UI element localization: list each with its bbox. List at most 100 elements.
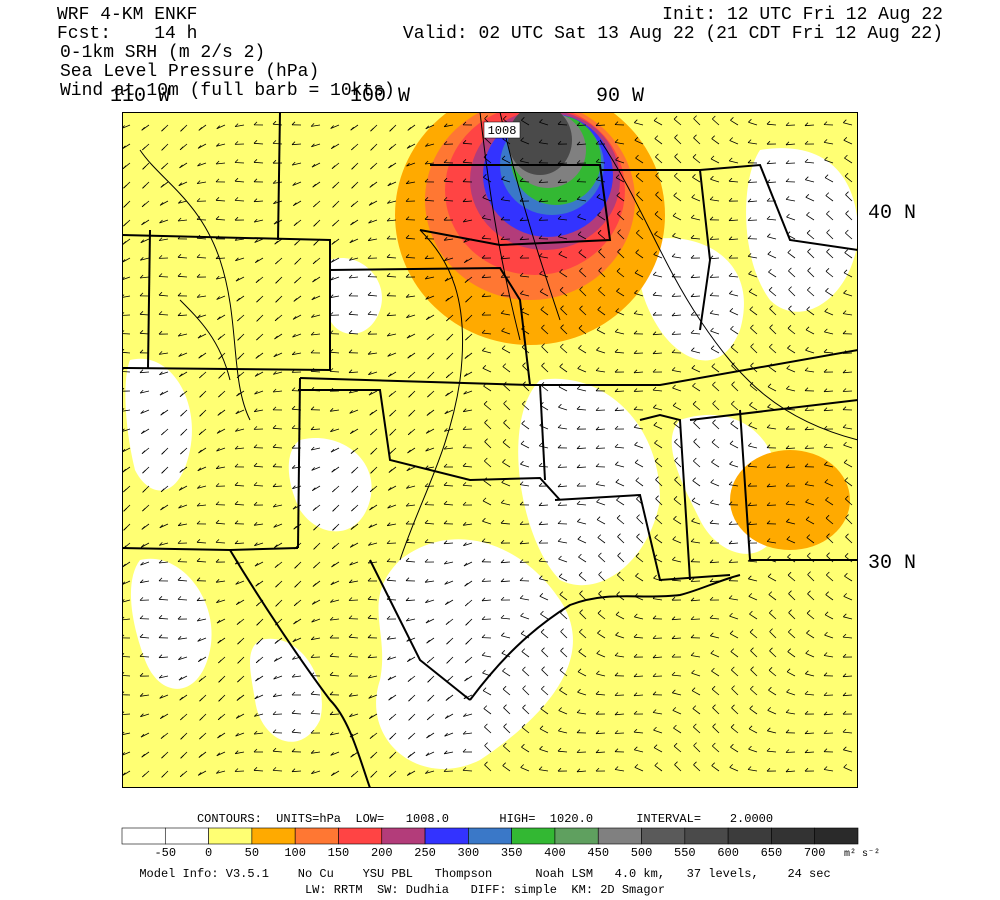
wind-barb: [653, 422, 658, 426]
wind-barb: [711, 461, 720, 468]
wind-barb: [348, 615, 353, 619]
wind-barb: [235, 751, 245, 755]
wind-barb: [350, 126, 354, 131]
wind-barb: [388, 485, 397, 491]
wind-barb: [806, 211, 810, 216]
wind-barb: [405, 234, 410, 239]
wind-barb: [464, 582, 468, 587]
wind-barb: [256, 318, 260, 322]
wind-barb: [712, 400, 716, 404]
wind-barb: [747, 219, 758, 221]
wind-barb: [254, 390, 264, 395]
wind-barb: [690, 558, 695, 562]
wind-barb: [633, 731, 644, 734]
wind-barb: [634, 459, 639, 463]
wind-barb: [215, 483, 220, 487]
wind-barb: [180, 716, 184, 721]
wind-barb: [273, 675, 283, 680]
wind-barb: [844, 249, 848, 253]
wind-barb: [446, 356, 450, 360]
wind-barb: [349, 694, 359, 697]
wind-barb: [180, 450, 184, 455]
wind-barb: [158, 615, 163, 619]
wind-barb: [330, 428, 340, 433]
wind-barb: [520, 275, 530, 278]
wind-barb: [596, 349, 606, 354]
wind-barb: [576, 500, 581, 505]
wind-barb: [750, 647, 754, 651]
latitude-label: 40 N: [868, 202, 916, 225]
wind-barb: [767, 427, 777, 430]
wind-barb: [464, 279, 469, 283]
wind-barb: [654, 231, 658, 235]
wind-barb: [483, 400, 488, 405]
wind-barb: [748, 575, 752, 580]
wind-barb: [389, 128, 393, 132]
wind-barb: [482, 367, 492, 373]
wind-barb: [595, 158, 600, 163]
wind-barb: [538, 557, 543, 562]
wind-barb: [350, 753, 354, 758]
wind-barb: [617, 210, 621, 215]
wind-barb: [139, 311, 144, 315]
wind-barb: [198, 678, 203, 682]
wind-barb: [843, 122, 853, 126]
wind-barb: [273, 353, 278, 358]
wind-barb: [122, 447, 131, 453]
wind-barb: [405, 198, 410, 202]
wind-barb: [216, 618, 226, 624]
wind-barb: [235, 447, 245, 450]
wind-barb: [539, 769, 549, 772]
wind-barb: [538, 139, 543, 143]
wind-barb: [462, 178, 467, 182]
wind-barb: [273, 390, 283, 393]
wind-barb: [785, 141, 790, 146]
wind-barb: [597, 232, 606, 240]
wind-barb: [690, 618, 701, 620]
wind-barb: [444, 410, 449, 415]
wind-barb: [500, 559, 505, 563]
wind-barb: [216, 752, 221, 757]
wind-barb: [614, 443, 619, 448]
wind-barb: [785, 124, 796, 126]
wind-barb: [462, 465, 473, 468]
wind-barb: [367, 273, 372, 277]
wind-barb: [349, 409, 359, 414]
wind-barb: [161, 470, 165, 474]
wind-barb: [691, 497, 696, 502]
wind-barb: [805, 176, 809, 180]
wind-barb: [443, 484, 454, 487]
wind-barb: [484, 441, 492, 449]
wind-barb: [653, 251, 657, 255]
wind-barb: [577, 231, 582, 235]
wind-barb: [747, 253, 752, 257]
wind-barb: [805, 670, 809, 675]
wind-barb: [272, 485, 283, 488]
wind-barb: [807, 593, 815, 601]
wind-barb: [557, 466, 568, 468]
wind-barb: [405, 216, 410, 220]
wind-barb: [598, 286, 602, 291]
wind-barb: [177, 636, 182, 640]
wind-barb: [520, 615, 530, 620]
wind-barb: [522, 707, 530, 715]
wind-barb: [787, 252, 796, 259]
wind-barb: [215, 539, 220, 543]
wind-barb: [709, 274, 714, 278]
wind-barb: [558, 573, 563, 577]
wind-barb: [559, 669, 568, 677]
wind-barb: [180, 755, 184, 759]
wind-barb: [712, 745, 720, 753]
wind-barb: [750, 650, 758, 658]
wind-barb: [557, 767, 562, 772]
wind-barb: [330, 732, 340, 736]
wind-barb: [349, 580, 359, 584]
wind-barb: [407, 449, 411, 454]
wind-barb: [349, 390, 359, 394]
wind-barb: [615, 769, 625, 772]
wind-barb: [443, 750, 448, 755]
wind-barb: [197, 143, 207, 149]
wind-barb: [636, 232, 644, 240]
wind-barb: [615, 461, 619, 465]
wind-barb: [728, 559, 733, 563]
